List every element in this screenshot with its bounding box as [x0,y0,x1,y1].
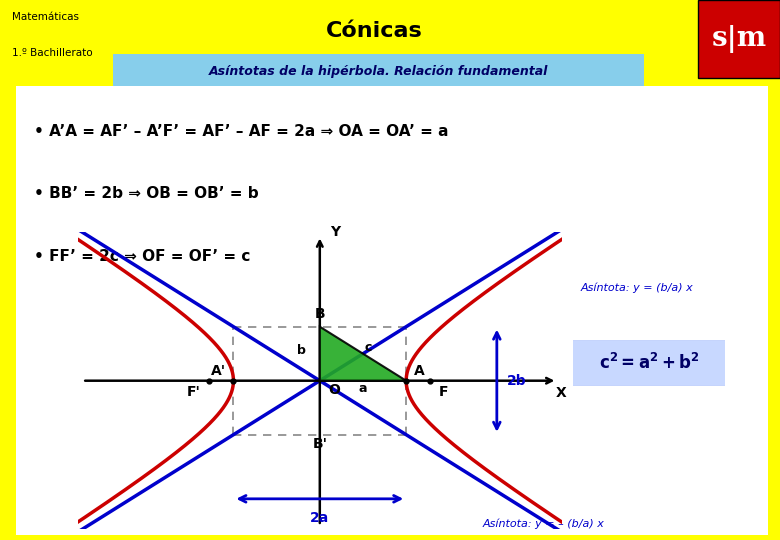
Text: • A’A = AF’ – A’F’ = AF’ – AF = 2a ⇒ OA = OA’ = a: • A’A = AF’ – A’F’ = AF’ – AF = 2a ⇒ OA … [34,124,449,139]
Text: F': F' [186,384,200,399]
Text: F: F [439,384,448,399]
FancyBboxPatch shape [570,339,729,387]
Text: A': A' [211,363,225,377]
Text: 2b: 2b [507,374,526,388]
Text: $\mathbf{c^2 = a^2 + b^2}$: $\mathbf{c^2 = a^2 + b^2}$ [599,353,700,373]
Text: B: B [314,307,325,321]
Text: Asíntotas de la hipérbola. Relación fundamental: Asíntotas de la hipérbola. Relación fund… [208,65,548,78]
Text: 2a: 2a [310,511,329,525]
Text: O: O [328,383,340,397]
Text: s|m: s|m [712,25,767,53]
Text: • FF’ = 2c ⇒ OF = OF’ = c: • FF’ = 2c ⇒ OF = OF’ = c [34,249,251,264]
Text: b: b [297,343,306,357]
Text: Y: Y [330,225,340,239]
Text: A: A [414,363,424,377]
Text: • BB’ = 2b ⇒ OB = OB’ = b: • BB’ = 2b ⇒ OB = OB’ = b [34,186,259,201]
Text: X: X [556,386,567,400]
Text: Asíntota: y = (b/a) x: Asíntota: y = (b/a) x [580,283,693,293]
Text: 1.º Bachillerato: 1.º Bachillerato [12,48,92,58]
Text: B': B' [312,437,328,451]
Polygon shape [320,327,406,381]
FancyBboxPatch shape [71,51,686,92]
Text: Asíntota: y = – (b/a) x: Asíntota: y = – (b/a) x [482,518,604,529]
Text: Cónicas: Cónicas [326,21,423,42]
Text: c: c [365,341,372,354]
FancyBboxPatch shape [698,0,780,78]
Text: Matemáticas: Matemáticas [12,12,79,22]
FancyBboxPatch shape [8,82,776,539]
Text: a: a [359,381,367,395]
